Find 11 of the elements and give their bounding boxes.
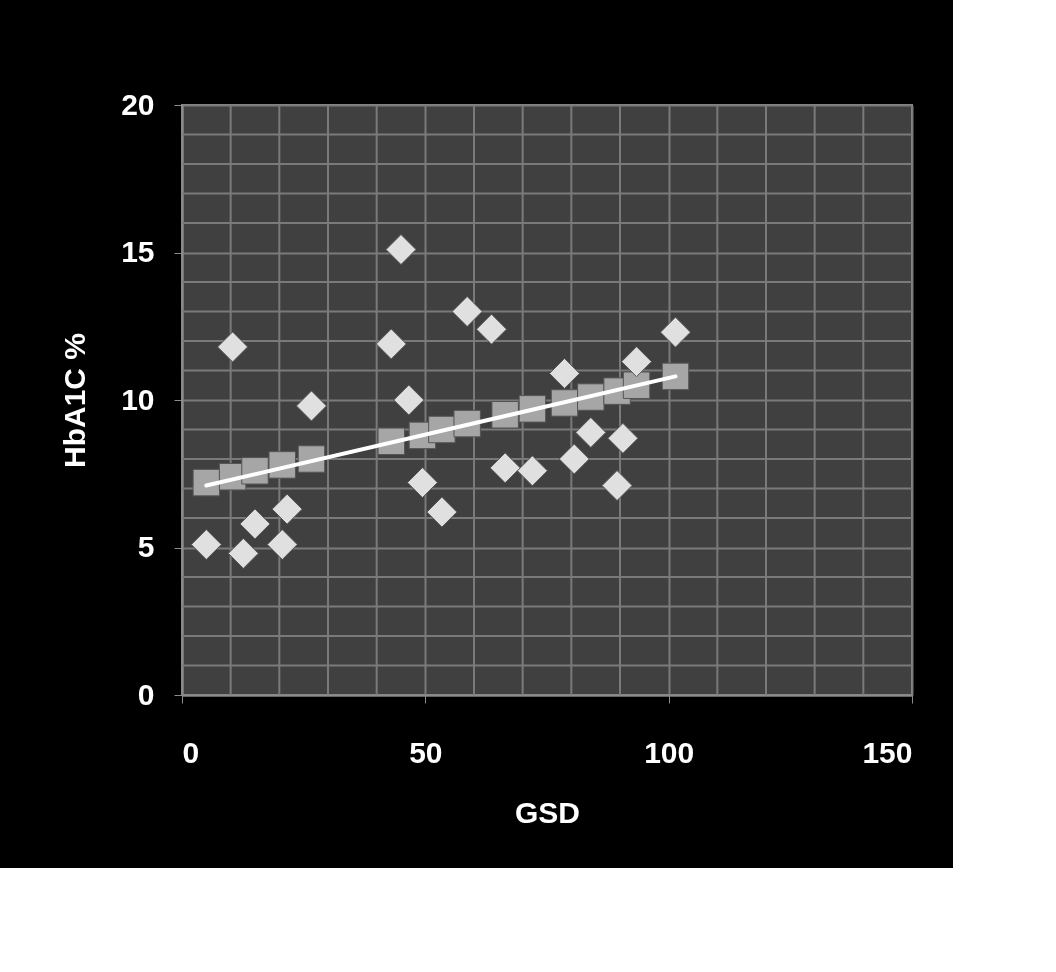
x-axis-title: GSD	[514, 795, 581, 829]
x-tick-label: 100	[644, 735, 695, 769]
x-tick-label: 50	[409, 735, 443, 769]
y-tick-label: 10	[121, 382, 155, 416]
x-tick-label: 150	[862, 735, 913, 769]
y-tick-label: 15	[121, 235, 155, 268]
y-tick-label: 0	[137, 677, 155, 711]
y-tick-label: 5	[137, 530, 155, 563]
y-tick-label: 20	[121, 87, 155, 121]
y-axis-title: HbA1C %	[58, 332, 92, 469]
x-tick-label: 0	[182, 735, 200, 769]
